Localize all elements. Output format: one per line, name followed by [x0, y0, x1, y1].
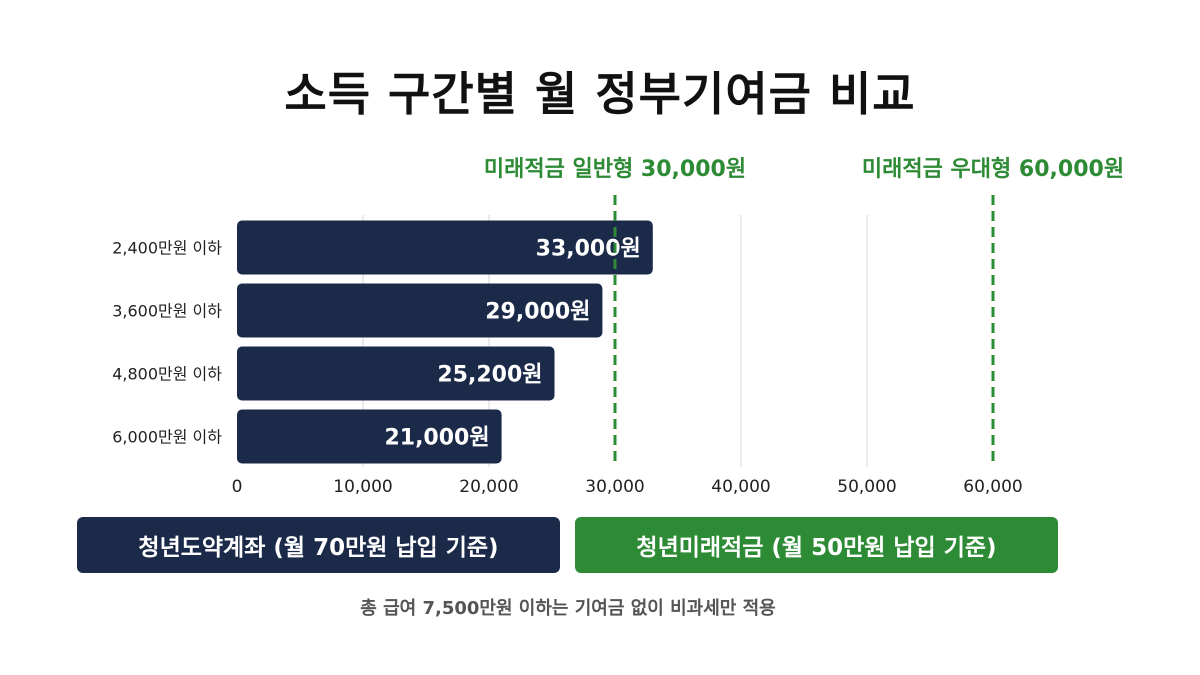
bar [237, 409, 502, 464]
bar-data-label: 25,200원 [437, 363, 542, 388]
x-tick-label: 20,000 [459, 477, 518, 497]
legend-item-youth-future-savings: 청년미래적금 (월 50만원 납입 기준) [575, 517, 1058, 573]
x-tick-label: 60,000 [963, 477, 1022, 497]
footnote: 총 급여 7,500만원 이하는 기여금 없이 비과세만 적용 [360, 598, 776, 619]
x-tick-label: 30,000 [585, 477, 644, 497]
bar-data-label: 29,000원 [485, 300, 590, 325]
bar [237, 346, 555, 401]
bar [237, 283, 603, 338]
x-tick-label: 0 [232, 477, 243, 497]
x-tick-label: 50,000 [837, 477, 896, 497]
y-category-label: 6,000만원 이하 [112, 428, 222, 447]
bar [237, 220, 653, 275]
y-category-label: 3,600만원 이하 [112, 302, 222, 321]
chart-title: 소득 구간별 월 정부기여금 비교 [284, 67, 916, 121]
bar-data-label: 21,000원 [384, 426, 489, 451]
reference-line-label: 미래적금 우대형 60,000원 [862, 157, 1124, 182]
x-tick-label: 40,000 [711, 477, 770, 497]
y-category-label: 4,800만원 이하 [112, 365, 222, 384]
bar-data-label: 33,000원 [536, 237, 641, 262]
y-category-label: 2,400만원 이하 [112, 239, 222, 258]
legend-item-youth-leap-account: 청년도약계좌 (월 70만원 납입 기준) [77, 517, 560, 573]
reference-line-label: 미래적금 일반형 30,000원 [484, 157, 746, 182]
x-tick-label: 10,000 [333, 477, 392, 497]
